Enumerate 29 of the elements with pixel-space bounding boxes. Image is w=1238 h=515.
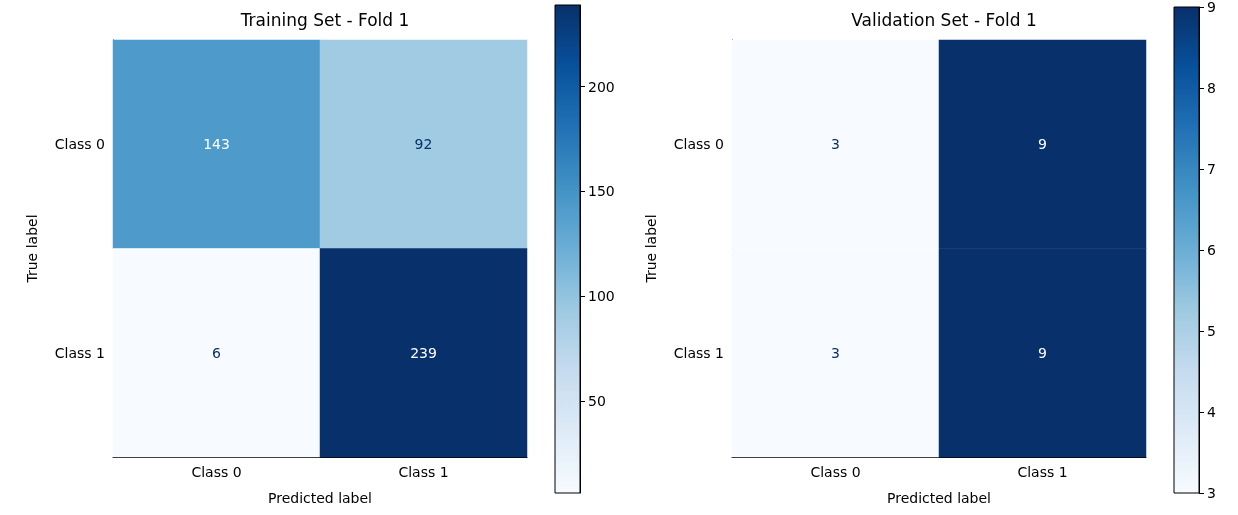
color-bar-label: 200 xyxy=(588,78,615,95)
color-bar-label: 7 xyxy=(1207,161,1216,177)
color-bar-label: 6 xyxy=(1207,242,1216,258)
x-tick-label: Class 1 xyxy=(398,464,449,480)
color-bar-label: 50 xyxy=(588,392,606,409)
x-tick-label: Class 1 xyxy=(1017,464,1068,480)
color-bar-label: 5 xyxy=(1207,323,1216,339)
x-tick-label: Class 0 xyxy=(191,464,242,480)
color-bar-label: 150 xyxy=(588,183,615,200)
chart-title: Validation Set - Fold 1 xyxy=(851,9,1037,30)
color-bar-label: 8 xyxy=(1207,80,1216,96)
data-label: 3 xyxy=(831,136,840,153)
data-label: 9 xyxy=(1038,136,1047,153)
data-label: 6 xyxy=(212,344,222,361)
y-axis-title: True label xyxy=(24,214,40,284)
data-label: 9 xyxy=(1038,344,1047,361)
chart-title: Training Set - Fold 1 xyxy=(239,9,410,30)
color-bar-label: 9 xyxy=(1207,0,1216,15)
data-label: 3 xyxy=(831,344,840,361)
x-axis-title: Predicted label xyxy=(886,490,992,506)
color-bar-label: 100 xyxy=(588,288,615,305)
data-label: 143 xyxy=(203,136,230,153)
color-bar-label: 3 xyxy=(1207,485,1216,501)
y-axis-title: True label xyxy=(643,214,659,284)
data-label: 239 xyxy=(410,344,437,361)
x-axis-title: Predicted label xyxy=(267,490,373,506)
data-label: 92 xyxy=(414,136,433,153)
x-tick-label: Class 0 xyxy=(810,464,861,480)
color-bar-label: 4 xyxy=(1207,404,1216,420)
